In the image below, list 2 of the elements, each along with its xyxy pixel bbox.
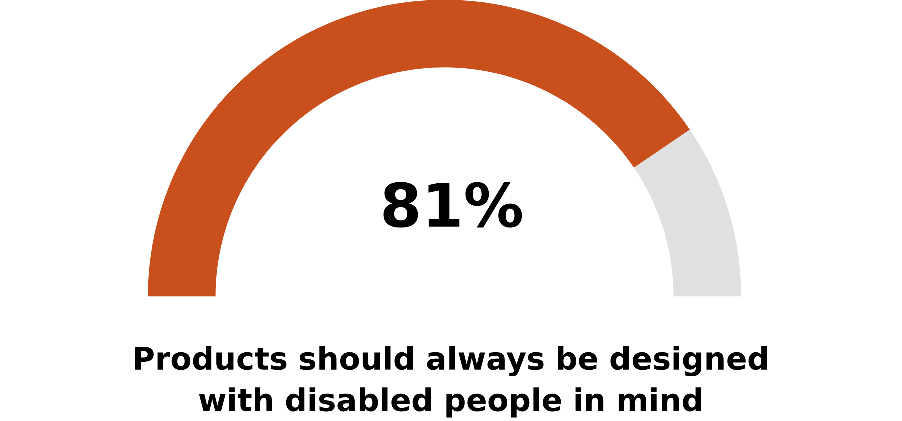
text: Products should always be designed with disabled people in mind [135,346,768,418]
data-label: 81% [384,182,522,228]
